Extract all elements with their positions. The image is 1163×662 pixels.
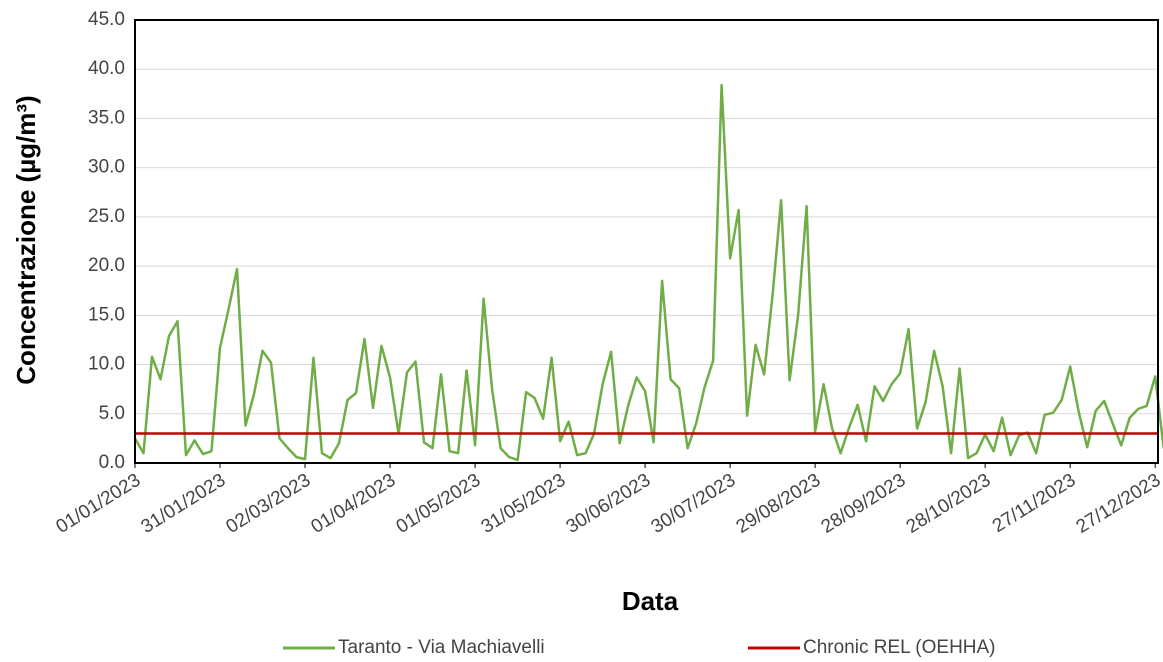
x-axis-title: Data bbox=[622, 586, 679, 616]
x-tick-label: 27/12/2023 bbox=[1073, 470, 1163, 538]
legend-label: Taranto - Via Machiavelli bbox=[338, 637, 545, 658]
x-tick-label: 02/03/2023 bbox=[223, 470, 315, 538]
x-tick-label: 01/05/2023 bbox=[393, 470, 485, 538]
x-tick-label: 30/07/2023 bbox=[648, 470, 740, 538]
legend-label: Chronic REL (OEHHA) bbox=[803, 637, 996, 658]
y-tick-label: 5.0 bbox=[99, 403, 125, 424]
data-line bbox=[133, 83, 1163, 462]
x-tick-label: 29/08/2023 bbox=[733, 470, 825, 538]
x-tick-label: 01/04/2023 bbox=[308, 470, 400, 538]
x-tick-label: 30/06/2023 bbox=[563, 470, 655, 538]
plot-border bbox=[134, 19, 1159, 464]
y-tick-label: 0.0 bbox=[99, 452, 125, 473]
y-axis-title: Concentrazione (µg/m³) bbox=[11, 95, 41, 384]
y-tick-label: 45.0 bbox=[88, 9, 125, 30]
y-tick-label: 30.0 bbox=[88, 157, 125, 178]
y-tick-label: 40.0 bbox=[88, 58, 125, 79]
x-tick-label: 28/10/2023 bbox=[903, 470, 995, 538]
x-tick-label: 28/09/2023 bbox=[818, 470, 910, 538]
x-tick-label: 27/11/2023 bbox=[989, 470, 1080, 537]
y-tick-label: 35.0 bbox=[88, 107, 125, 128]
x-tick-label: 01/01/2023 bbox=[53, 470, 145, 538]
y-tick-label: 15.0 bbox=[88, 304, 125, 325]
x-tick-label: 31/05/2023 bbox=[478, 470, 570, 538]
y-tick-label: 20.0 bbox=[88, 255, 125, 276]
x-tick-label: 31/01/2023 bbox=[138, 470, 230, 538]
y-tick-label: 10.0 bbox=[88, 354, 125, 375]
y-tick-label: 25.0 bbox=[88, 206, 125, 227]
